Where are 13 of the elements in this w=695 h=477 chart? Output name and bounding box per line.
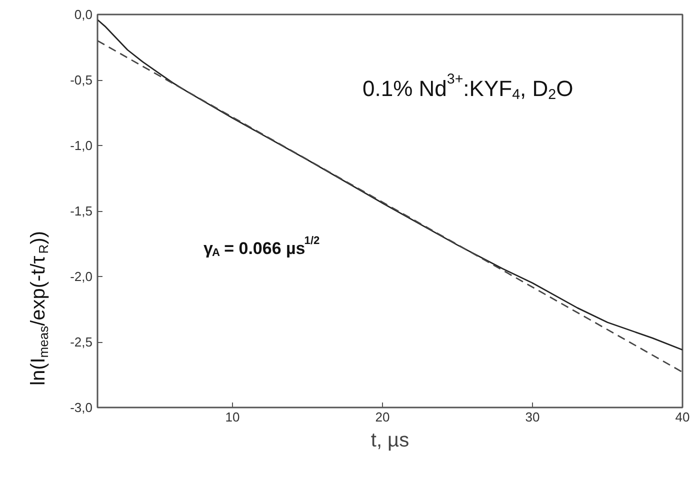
x-tick-label: 20 (375, 410, 390, 424)
y-tick-label: -1,5 (70, 204, 93, 218)
x-axis-title: t, µs (370, 430, 410, 452)
x-tick-label: 10 (225, 410, 240, 424)
x-tick-label: 40 (675, 410, 690, 424)
y-tick-label: 0,0 (74, 7, 93, 22)
y-tick-label: -2,0 (70, 269, 93, 284)
y-tick-label: -2,5 (70, 334, 93, 350)
y-tick-label: -1,0 (70, 138, 93, 153)
y-tick-label: -0,5 (70, 72, 93, 88)
y-tick-label: -3,0 (70, 400, 93, 415)
x-tick-label: 30 (525, 410, 540, 424)
y-axis-title: ln(Imeas/exp(-t/τR)) (28, 230, 51, 386)
